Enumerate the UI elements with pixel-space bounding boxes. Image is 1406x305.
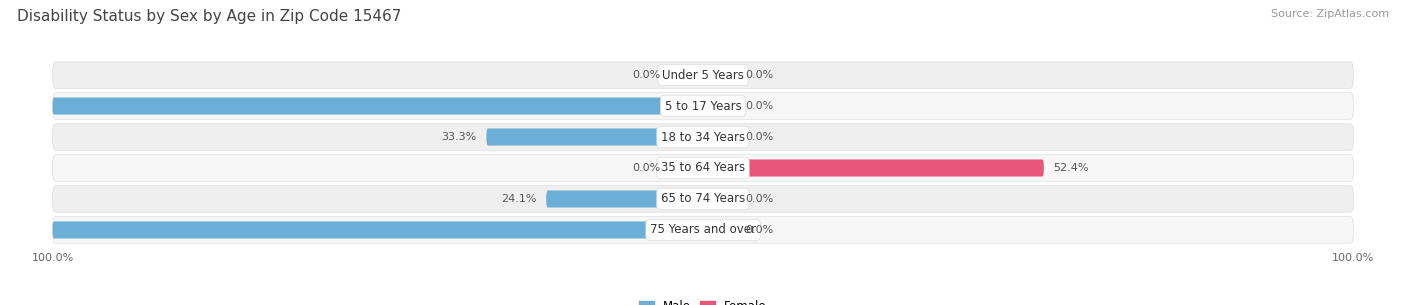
Text: 0.0%: 0.0%: [745, 70, 773, 80]
Text: Disability Status by Sex by Age in Zip Code 15467: Disability Status by Sex by Age in Zip C…: [17, 9, 401, 24]
Text: 0.0%: 0.0%: [745, 101, 773, 111]
FancyBboxPatch shape: [703, 98, 735, 115]
Text: 0.0%: 0.0%: [745, 194, 773, 204]
FancyBboxPatch shape: [52, 124, 1354, 150]
Text: 24.1%: 24.1%: [501, 194, 537, 204]
Text: 0.0%: 0.0%: [633, 70, 661, 80]
FancyBboxPatch shape: [703, 128, 735, 145]
FancyBboxPatch shape: [703, 221, 735, 239]
FancyBboxPatch shape: [52, 155, 1354, 181]
Text: 65 to 74 Years: 65 to 74 Years: [661, 192, 745, 206]
Text: 100.0%: 100.0%: [0, 101, 42, 111]
Text: 52.4%: 52.4%: [1053, 163, 1090, 173]
FancyBboxPatch shape: [52, 62, 1354, 88]
FancyBboxPatch shape: [486, 128, 703, 145]
Text: Under 5 Years: Under 5 Years: [662, 69, 744, 81]
FancyBboxPatch shape: [52, 217, 1354, 243]
FancyBboxPatch shape: [671, 160, 703, 177]
Text: 0.0%: 0.0%: [633, 163, 661, 173]
Text: 75 Years and over: 75 Years and over: [650, 224, 756, 236]
Text: Source: ZipAtlas.com: Source: ZipAtlas.com: [1271, 9, 1389, 19]
FancyBboxPatch shape: [671, 66, 703, 84]
Text: 35 to 64 Years: 35 to 64 Years: [661, 161, 745, 174]
FancyBboxPatch shape: [547, 190, 703, 207]
FancyBboxPatch shape: [703, 190, 735, 207]
FancyBboxPatch shape: [52, 186, 1354, 212]
Text: 0.0%: 0.0%: [745, 132, 773, 142]
FancyBboxPatch shape: [52, 98, 703, 115]
Text: 0.0%: 0.0%: [745, 225, 773, 235]
Legend: Male, Female: Male, Female: [640, 300, 766, 305]
Text: 5 to 17 Years: 5 to 17 Years: [665, 99, 741, 113]
FancyBboxPatch shape: [52, 221, 703, 239]
Text: 18 to 34 Years: 18 to 34 Years: [661, 131, 745, 144]
Text: 100.0%: 100.0%: [0, 225, 42, 235]
FancyBboxPatch shape: [703, 66, 735, 84]
FancyBboxPatch shape: [703, 160, 1043, 177]
Text: 33.3%: 33.3%: [441, 132, 477, 142]
FancyBboxPatch shape: [52, 93, 1354, 119]
